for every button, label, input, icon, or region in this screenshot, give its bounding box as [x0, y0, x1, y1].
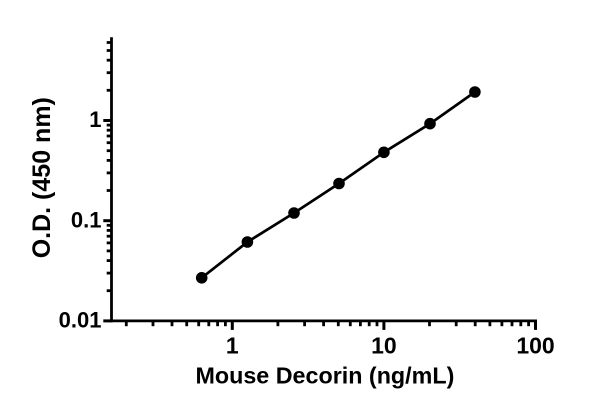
svg-text:0.01: 0.01	[59, 308, 102, 333]
svg-text:100: 100	[516, 332, 554, 358]
svg-text:1: 1	[226, 332, 239, 358]
svg-text:1: 1	[89, 107, 101, 132]
svg-text:10: 10	[371, 332, 397, 358]
svg-text:0.1: 0.1	[71, 207, 102, 232]
svg-text:O.D. (450 nm): O.D. (450 nm)	[28, 97, 56, 258]
svg-text:Mouse Decorin (ng/mL): Mouse Decorin (ng/mL)	[195, 363, 454, 389]
